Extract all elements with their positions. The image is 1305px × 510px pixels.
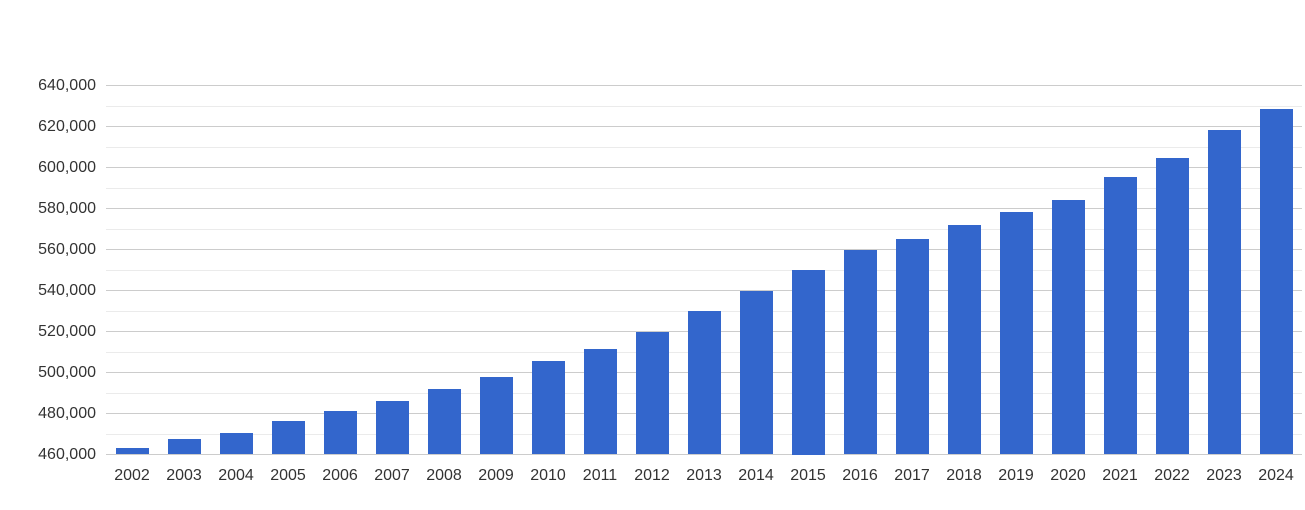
- bar-2014[interactable]: [739, 290, 773, 455]
- bar-2010[interactable]: [531, 361, 565, 455]
- y-axis-tick-label: 560,000: [38, 240, 96, 258]
- major-gridline: [106, 167, 1302, 168]
- x-axis-tick-label: 2009: [478, 467, 514, 484]
- bar-2018[interactable]: [947, 225, 981, 455]
- x-axis-tick-label: 2017: [894, 467, 930, 484]
- x-axis-tick-label: 2015: [790, 467, 826, 484]
- bar-2002[interactable]: [115, 447, 149, 455]
- x-axis-tick-label: 2011: [582, 467, 618, 484]
- minor-gridline: [106, 187, 1302, 189]
- y-axis-tick-label: 480,000: [38, 404, 96, 422]
- bar-2016[interactable]: [843, 250, 877, 455]
- bar-2024[interactable]: [1259, 108, 1293, 455]
- bar-2022[interactable]: [1155, 158, 1189, 455]
- bar-2008[interactable]: [427, 388, 461, 455]
- x-axis-tick-label: 2013: [686, 467, 722, 484]
- x-axis-tick-label: 2010: [530, 467, 566, 484]
- major-gridline: [106, 249, 1302, 250]
- bar-2021[interactable]: [1103, 177, 1137, 455]
- major-gridline: [106, 208, 1302, 209]
- bar-2005[interactable]: [271, 421, 305, 455]
- x-axis-tick-label: 2019: [998, 467, 1034, 484]
- y-axis-tick-label: 580,000: [38, 199, 96, 217]
- x-axis-tick-label: 2018: [946, 467, 982, 484]
- bar-2012[interactable]: [635, 331, 669, 455]
- minor-gridline: [106, 228, 1302, 230]
- x-axis-tick-label: 2020: [1050, 467, 1086, 484]
- bar-2009[interactable]: [479, 377, 513, 455]
- bar-2007[interactable]: [375, 400, 409, 455]
- bar-2020[interactable]: [1051, 199, 1085, 455]
- x-axis-tick-label: 2008: [426, 467, 462, 484]
- x-axis-tick-label: 2021: [1102, 467, 1138, 484]
- minor-gridline: [106, 146, 1302, 148]
- y-axis-tick-label: 600,000: [38, 158, 96, 176]
- bar-2013[interactable]: [687, 311, 721, 455]
- y-axis-tick-label: 520,000: [38, 322, 96, 340]
- y-axis-tick-label: 540,000: [38, 281, 96, 299]
- bar-2006[interactable]: [323, 411, 357, 455]
- x-axis-tick-label: 2004: [218, 467, 254, 484]
- x-axis-tick-label: 2022: [1154, 467, 1190, 484]
- y-axis-tick-label: 500,000: [38, 363, 96, 381]
- x-axis-tick-label: 2023: [1206, 467, 1242, 484]
- x-axis-tick-label: 2014: [738, 467, 774, 484]
- minor-gridline: [106, 105, 1302, 107]
- bar-2015[interactable]: [791, 270, 825, 455]
- bar-2023[interactable]: [1207, 129, 1241, 455]
- bar-2017[interactable]: [895, 238, 929, 455]
- bar-2019[interactable]: [999, 212, 1033, 455]
- x-axis-tick-label: 2002: [114, 467, 150, 484]
- minor-gridline: [106, 269, 1302, 271]
- y-axis-tick-label: 460,000: [38, 445, 96, 463]
- bar-2003[interactable]: [167, 438, 201, 455]
- x-axis-tick-label: 2003: [166, 467, 202, 484]
- x-axis-tick-label: 2016: [842, 467, 878, 484]
- major-gridline: [106, 126, 1302, 127]
- bar-2004[interactable]: [219, 432, 253, 455]
- x-axis-tick-label: 2006: [322, 467, 358, 484]
- x-axis-tick-label: 2005: [270, 467, 306, 484]
- bar-2011[interactable]: [583, 348, 617, 455]
- major-gridline: [106, 85, 1302, 86]
- x-axis-tick-label: 2024: [1258, 467, 1294, 484]
- major-gridline: [106, 454, 1302, 455]
- x-axis-tick-label: 2012: [634, 467, 670, 484]
- minor-gridline: [106, 310, 1302, 312]
- y-axis-tick-label: 640,000: [38, 76, 96, 94]
- x-axis-tick-label: 2007: [374, 467, 410, 484]
- major-gridline: [106, 290, 1302, 291]
- y-axis-tick-label: 620,000: [38, 117, 96, 135]
